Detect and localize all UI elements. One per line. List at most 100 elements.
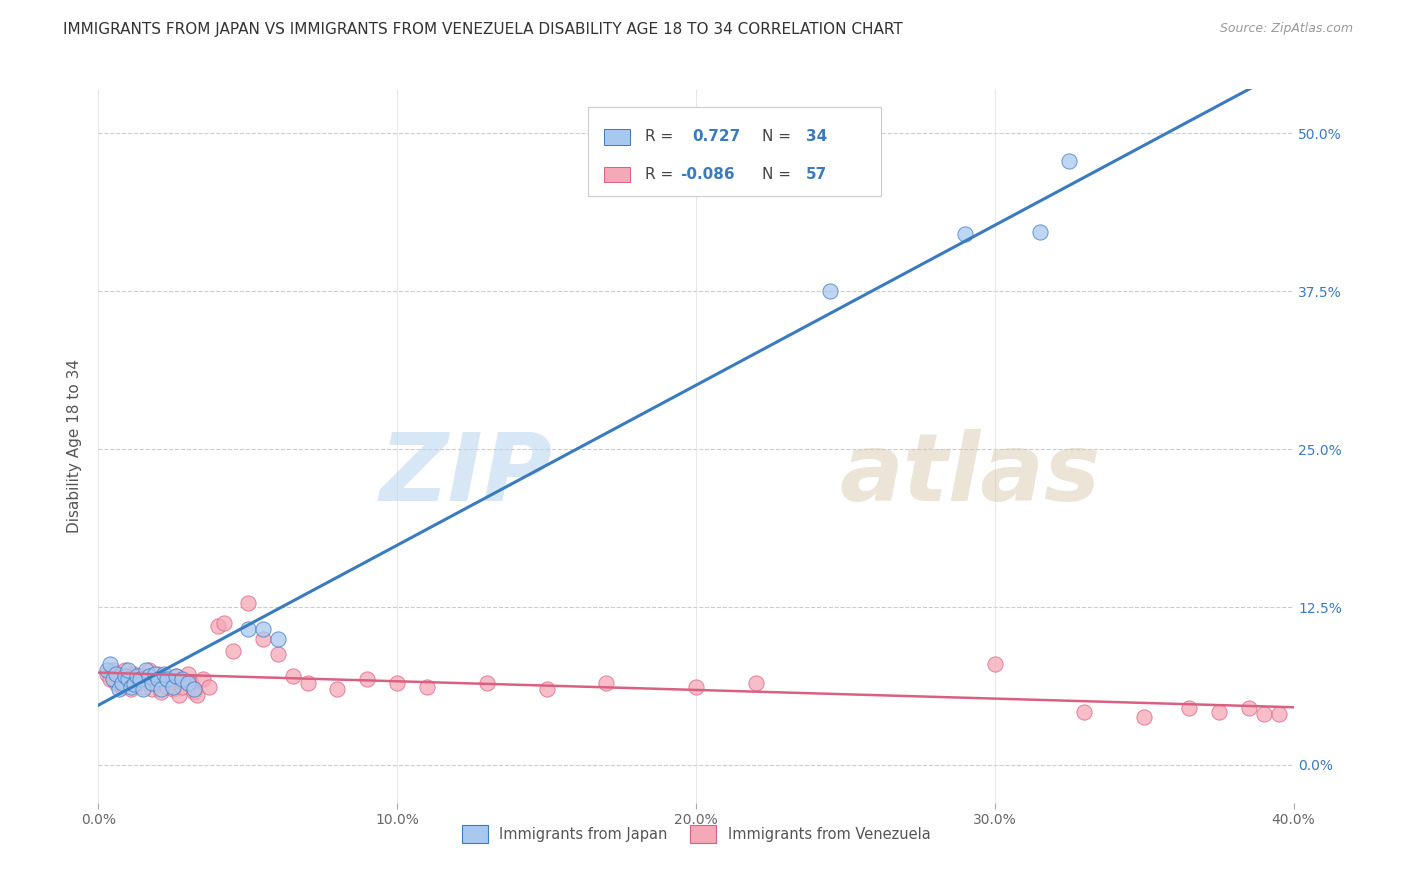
Point [156, 680, 179, 694]
Point [222, 644, 245, 658]
Point [98, 657, 122, 671]
Text: R =: R = [644, 167, 673, 182]
Point [267, 647, 290, 661]
Point [198, 680, 221, 694]
Point [129, 672, 152, 686]
Point [153, 672, 176, 686]
Point [120, 680, 142, 694]
Point [129, 669, 152, 683]
Y-axis label: Disability Age 18 to 34: Disability Age 18 to 34 [67, 359, 83, 533]
Point [177, 675, 200, 690]
Point [172, 672, 194, 686]
Point [236, 622, 259, 636]
Point [685, 680, 707, 694]
Point [127, 675, 149, 690]
Point [953, 227, 976, 242]
Point [141, 675, 163, 690]
Point [236, 596, 259, 610]
Point [111, 680, 134, 694]
Point [475, 675, 498, 690]
Text: R =: R = [644, 129, 673, 145]
Point [1133, 710, 1156, 724]
Text: N =: N = [762, 129, 790, 145]
Point [1253, 707, 1275, 722]
Point [162, 682, 184, 697]
Point [143, 667, 166, 681]
Text: 0.727: 0.727 [692, 129, 741, 145]
Point [148, 667, 170, 681]
Point [124, 677, 146, 691]
Point [105, 667, 128, 681]
Point [156, 672, 179, 686]
Point [536, 682, 558, 697]
Point [108, 682, 131, 697]
Point [1237, 701, 1260, 715]
Point [103, 672, 125, 686]
Text: 57: 57 [806, 167, 827, 182]
Text: Source: ZipAtlas.com: Source: ZipAtlas.com [1219, 22, 1353, 36]
Point [120, 682, 142, 697]
Text: N =: N = [762, 167, 790, 182]
Point [177, 667, 200, 681]
Point [252, 622, 274, 636]
Point [150, 682, 173, 697]
Point [191, 672, 214, 686]
Point [105, 675, 128, 690]
Point [98, 672, 122, 686]
FancyBboxPatch shape [605, 167, 630, 183]
Point [117, 663, 139, 677]
Point [281, 669, 304, 683]
Point [1073, 705, 1095, 719]
Point [162, 680, 184, 694]
Text: ZIP: ZIP [380, 428, 553, 521]
Point [132, 680, 155, 694]
Point [159, 675, 181, 690]
Point [212, 616, 235, 631]
Point [416, 680, 439, 694]
Point [207, 619, 229, 633]
Point [108, 669, 131, 683]
Point [135, 663, 157, 677]
Point [165, 669, 187, 683]
Point [186, 689, 208, 703]
Point [183, 682, 205, 697]
Point [114, 663, 136, 677]
Text: IMMIGRANTS FROM JAPAN VS IMMIGRANTS FROM VENEZUELA DISABILITY AGE 18 TO 34 CORRE: IMMIGRANTS FROM JAPAN VS IMMIGRANTS FROM… [63, 22, 903, 37]
Point [124, 667, 146, 681]
Point [183, 684, 205, 698]
Point [1267, 707, 1289, 722]
Point [984, 657, 1007, 671]
FancyBboxPatch shape [589, 107, 882, 196]
Point [326, 682, 349, 697]
Point [132, 682, 155, 697]
Point [138, 663, 160, 677]
Point [385, 675, 409, 690]
Text: atlas: atlas [839, 428, 1101, 521]
Point [150, 684, 173, 698]
Text: 34: 34 [806, 129, 827, 145]
Point [111, 675, 134, 690]
Point [356, 672, 378, 686]
Point [1208, 705, 1230, 719]
FancyBboxPatch shape [605, 129, 630, 145]
Point [1028, 225, 1050, 239]
Point [117, 672, 139, 686]
Point [127, 669, 149, 683]
Point [172, 680, 194, 694]
Point [114, 669, 136, 683]
Legend: Immigrants from Japan, Immigrants from Venezuela: Immigrants from Japan, Immigrants from V… [456, 820, 936, 849]
Point [297, 675, 319, 690]
Point [135, 672, 157, 686]
Point [595, 675, 617, 690]
Point [820, 285, 842, 299]
Point [745, 675, 768, 690]
Point [96, 663, 118, 677]
Point [148, 672, 170, 686]
Point [1059, 154, 1081, 169]
Point [153, 667, 176, 681]
Text: -0.086: -0.086 [681, 167, 735, 182]
Point [141, 682, 163, 697]
Point [117, 672, 139, 686]
Point [252, 632, 274, 646]
Point [138, 669, 160, 683]
